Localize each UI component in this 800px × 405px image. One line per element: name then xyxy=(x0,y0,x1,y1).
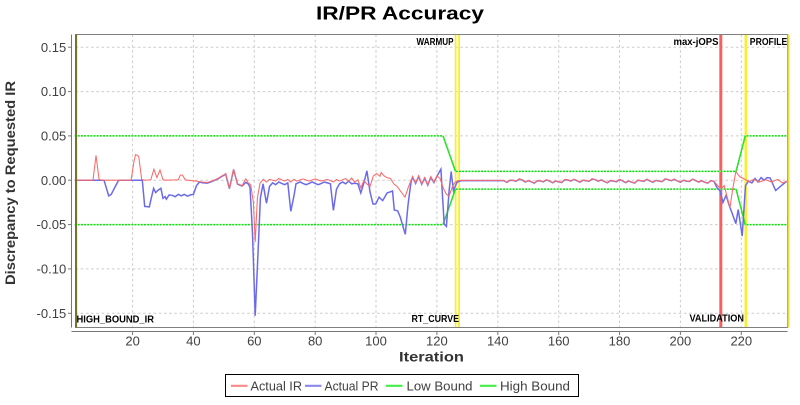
svg-text:40: 40 xyxy=(186,334,200,349)
svg-text:0.05: 0.05 xyxy=(41,129,66,144)
svg-text:Low Bound: Low Bound xyxy=(407,378,473,393)
svg-text:Iteration: Iteration xyxy=(399,350,464,365)
svg-text:PROFILE: PROFILE xyxy=(750,37,788,48)
svg-text:180: 180 xyxy=(609,334,631,349)
svg-text:-0.15: -0.15 xyxy=(37,306,67,321)
svg-text:80: 80 xyxy=(308,334,322,349)
svg-text:0.00: 0.00 xyxy=(41,173,66,188)
svg-text:HIGH_BOUND_IR: HIGH_BOUND_IR xyxy=(77,315,155,326)
svg-text:220: 220 xyxy=(730,334,752,349)
svg-text:-0.05: -0.05 xyxy=(37,217,67,232)
svg-text:160: 160 xyxy=(548,334,570,349)
svg-text:IR/PR Accuracy: IR/PR Accuracy xyxy=(316,4,484,24)
svg-text:High Bound: High Bound xyxy=(500,378,570,393)
svg-text:20: 20 xyxy=(125,334,139,349)
svg-text:0.15: 0.15 xyxy=(41,40,66,55)
svg-text:WARMUP: WARMUP xyxy=(417,37,454,48)
svg-text:Actual IR: Actual IR xyxy=(251,378,303,393)
svg-text:140: 140 xyxy=(487,334,509,349)
svg-text:RT_CURVE: RT_CURVE xyxy=(412,314,460,325)
svg-text:60: 60 xyxy=(247,334,261,349)
svg-text:Actual PR: Actual PR xyxy=(325,378,379,393)
svg-text:0.10: 0.10 xyxy=(41,84,66,99)
svg-text:200: 200 xyxy=(670,334,692,349)
svg-text:VALIDATION: VALIDATION xyxy=(690,314,745,325)
svg-text:-0.10: -0.10 xyxy=(37,262,67,277)
svg-text:100: 100 xyxy=(365,334,387,349)
svg-text:120: 120 xyxy=(426,334,448,349)
svg-text:Discrepancy to Requested IR: Discrepancy to Requested IR xyxy=(3,81,18,285)
svg-text:max-jOPS: max-jOPS xyxy=(674,37,719,48)
